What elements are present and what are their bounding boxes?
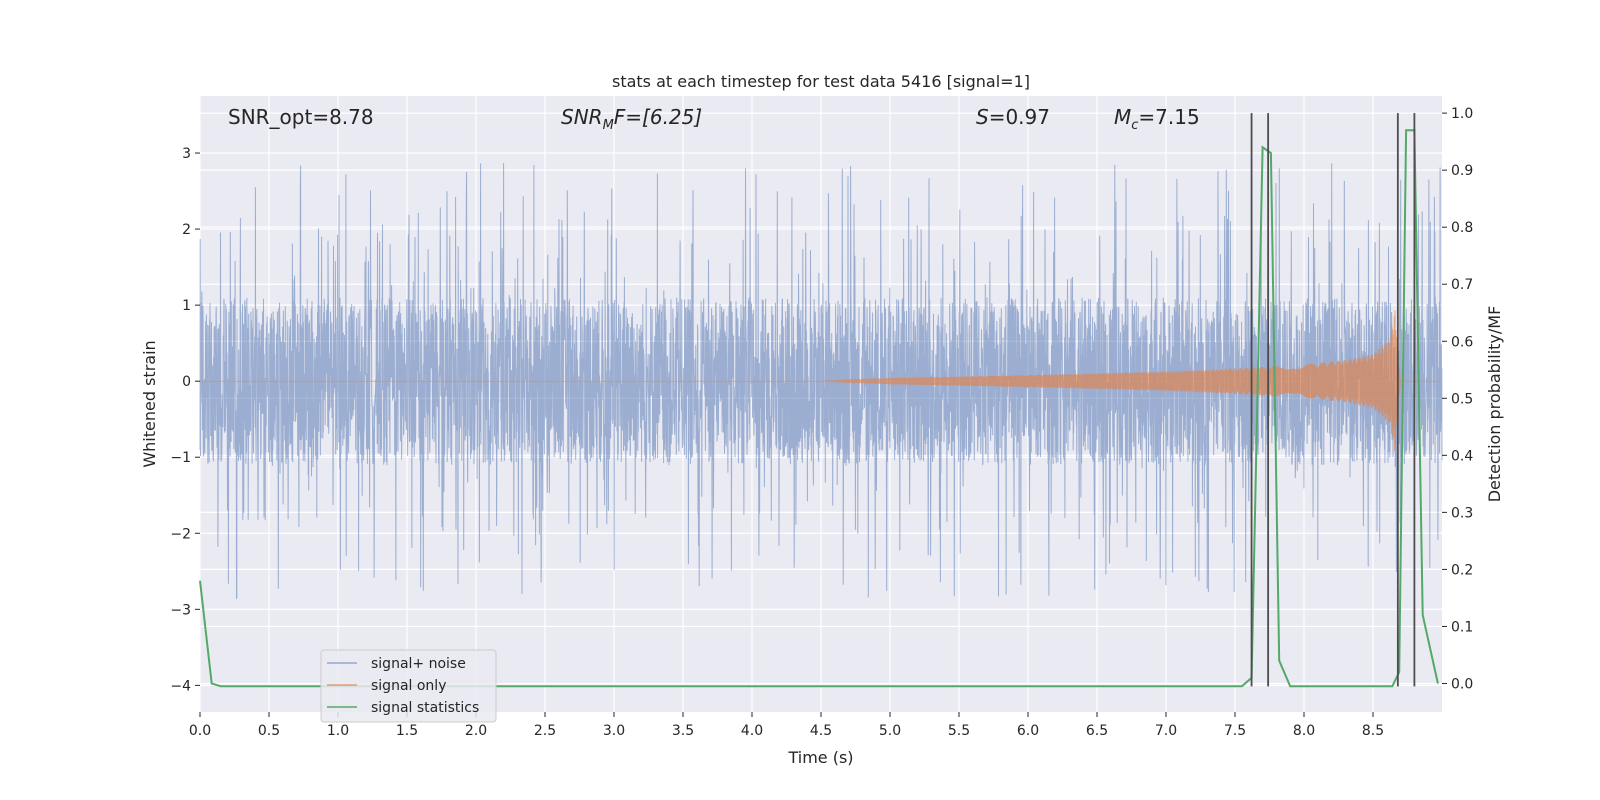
- y-left-axis-title: Whitened strain: [140, 340, 159, 467]
- y-right-tick-label: 0.8: [1451, 220, 1473, 236]
- chart-title: stats at each timestep for test data 541…: [612, 72, 1030, 91]
- x-tick-label: 2.5: [534, 723, 556, 739]
- x-tick-label: 5.0: [879, 723, 901, 739]
- y-right-tick-label: 0.6: [1451, 334, 1473, 350]
- annotation-snr-mf-sub: M: [603, 118, 614, 133]
- x-tick-label: 1.5: [396, 723, 418, 739]
- x-tick-label: 7.5: [1224, 723, 1246, 739]
- annotation-s-rest: =0.97: [989, 105, 1050, 129]
- y-right-tick-label: 0.2: [1451, 562, 1473, 578]
- x-tick-label: 8.5: [1362, 723, 1384, 739]
- y-right-axis-ticks: 0.0 0.1 0.2 0.3 0.4 0.5 0.6 0.7 0.8 0.9 1.0: [1442, 106, 1473, 692]
- annotation-mc: Mc=7.15: [1114, 105, 1200, 133]
- x-tick-label: 1.0: [327, 723, 349, 739]
- x-tick-label: 6.0: [1017, 723, 1039, 739]
- y-left-tick-label: −2: [170, 526, 191, 542]
- series-line-signal-statistics: [199, 129, 1439, 688]
- annotation-snr-mf: SNRMF=[6.25]: [561, 105, 702, 133]
- annotation-mc-rest: =7.15: [1138, 105, 1199, 129]
- legend-label-signal-statistics: signal statistics: [371, 700, 479, 716]
- y-left-tick-label: −4: [170, 678, 191, 694]
- annotation-snr-mf-main: SNR: [561, 105, 603, 129]
- y-right-axis-title: Detection probability/MF: [1485, 306, 1504, 503]
- y-right-tick-label: 0.4: [1451, 448, 1473, 464]
- y-left-tick-label: 1: [182, 298, 191, 314]
- x-tick-label: 7.0: [1155, 723, 1177, 739]
- y-right-tick-label: 0.1: [1451, 619, 1473, 635]
- series-signal-only: [200, 310, 1442, 451]
- series-signal-statistics: [199, 129, 1439, 688]
- annotation-snr-mf-rest: F=[6.25]: [614, 105, 702, 129]
- legend-box: [320, 649, 497, 723]
- y-right-tick-label: 1.0: [1451, 106, 1473, 122]
- y-left-tick-label: 3: [182, 146, 191, 162]
- y-left-tick-label: −3: [170, 602, 191, 618]
- y-left-tick-label: 0: [182, 374, 191, 390]
- x-axis-ticks: 0.0 0.5 1.0 1.5 2.0 2.5 3.0 3.5 4.0 4.5 5.0 5.5 6.0 6…: [189, 712, 1384, 739]
- y-left-tick-label: −1: [170, 450, 191, 466]
- x-tick-label: 6.5: [1086, 723, 1108, 739]
- x-axis-title: Time (s): [787, 748, 853, 767]
- annotation-snr-opt: SNR_opt=8.78: [228, 105, 374, 129]
- x-tick-label: 0.0: [189, 723, 211, 739]
- x-tick-label: 4.5: [810, 723, 832, 739]
- x-tick-label: 5.5: [948, 723, 970, 739]
- annotation-mc-sub: c: [1131, 118, 1138, 133]
- y-right-tick-label: 0.5: [1451, 391, 1473, 407]
- legend: signal+ noise signal only signal statist…: [320, 649, 497, 723]
- y-right-tick-label: 0.9: [1451, 163, 1473, 179]
- vertical-markers: [1250, 113, 1416, 687]
- y-right-tick-label: 0.0: [1451, 676, 1473, 692]
- legend-label-signal-only: signal only: [371, 678, 446, 694]
- x-tick-label: 3.0: [603, 723, 625, 739]
- annotation-s-main: S: [976, 105, 989, 129]
- y-left-axis-ticks: −4 −3 −2 −1 0 1 2 3: [170, 146, 200, 694]
- x-tick-label: 3.5: [672, 723, 694, 739]
- x-tick-label: 8.0: [1293, 723, 1315, 739]
- x-tick-label: 2.0: [465, 723, 487, 739]
- y-right-tick-label: 0.7: [1451, 277, 1473, 293]
- grid-horizontal-right: [200, 112, 1442, 685]
- annotation-s: S=0.97: [976, 105, 1050, 129]
- x-tick-label: 4.0: [741, 723, 763, 739]
- annotation-mc-main: M: [1114, 105, 1131, 129]
- y-right-tick-label: 0.3: [1451, 505, 1473, 521]
- series-line-signal-only: [200, 310, 1442, 451]
- x-tick-label: 0.5: [258, 723, 280, 739]
- y-left-tick-label: 2: [182, 222, 191, 238]
- legend-label-signal-noise: signal+ noise: [371, 656, 466, 672]
